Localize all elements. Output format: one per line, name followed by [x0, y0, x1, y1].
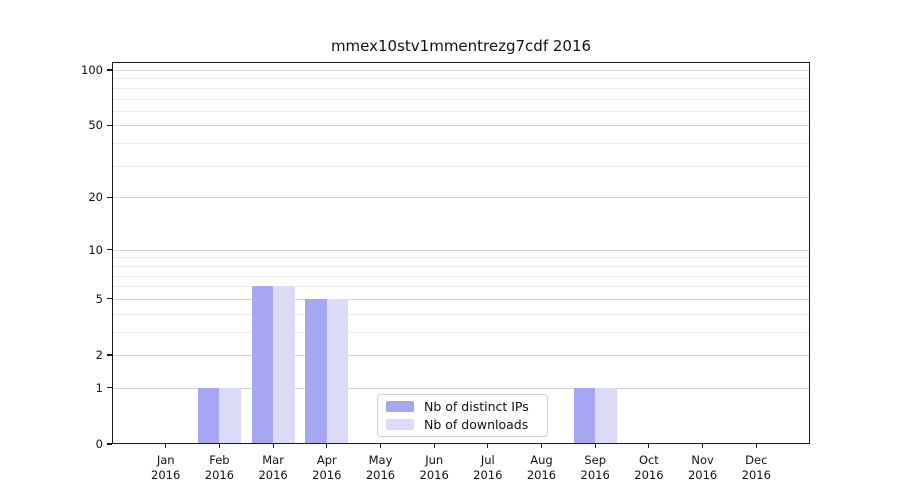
plot-area-frame	[112, 62, 810, 444]
x-axis-tick-label-feb: Feb 2016	[204, 453, 235, 482]
legend-label-downloads: Nb of downloads	[424, 417, 529, 432]
legend: Nb of distinct IPs Nb of downloads	[377, 394, 548, 437]
minor-gridline	[113, 257, 809, 259]
minor-gridline	[113, 87, 809, 89]
minor-gridline	[113, 275, 809, 277]
y-axis-tick	[107, 298, 112, 300]
x-axis-tick	[755, 444, 757, 448]
major-gridline	[113, 70, 809, 71]
y-axis-tick-label: 1	[95, 380, 103, 395]
major-gridline	[113, 249, 809, 251]
x-axis-tick	[326, 444, 328, 448]
x-axis-tick-label-sep: Sep 2016	[580, 453, 610, 482]
major-gridline	[113, 387, 809, 389]
minor-gridline	[113, 165, 809, 167]
x-axis-tick	[165, 444, 167, 448]
legend-swatch-downloads	[386, 419, 414, 430]
x-axis-tick	[272, 444, 274, 448]
x-axis-tick	[379, 444, 382, 448]
x-axis-tick-label-mar: Mar 2016	[258, 453, 288, 482]
x-axis-tick	[487, 444, 489, 448]
y-axis-tick-label: 100	[81, 63, 103, 77]
minor-gridline	[113, 143, 809, 145]
x-axis-tick-label-oct: Oct 2016	[634, 453, 664, 482]
major-gridline	[113, 355, 809, 356]
x-axis-tick-label-jul: Jul 2016	[473, 453, 503, 482]
y-axis-tick-label: 50	[88, 118, 103, 133]
y-axis-tick	[107, 69, 112, 71]
y-axis-tick-label: 2	[95, 348, 103, 362]
bar-distinct-ips-feb	[197, 387, 220, 443]
y-axis-tick-label: 10	[88, 242, 103, 257]
y-axis-tick	[107, 196, 112, 198]
bar-downloads-apr	[326, 298, 349, 443]
legend-row-downloads: Nb of downloads	[386, 417, 547, 432]
y-axis-tick	[107, 387, 112, 389]
major-gridline	[113, 298, 809, 300]
x-axis-tick-label-nov: Nov 2016	[687, 453, 718, 482]
bar-downloads-sep	[595, 387, 617, 443]
bar-downloads-feb	[219, 387, 241, 443]
chart-title: mmex10stv1mmentrezg7cdf 2016	[330, 37, 592, 55]
x-axis-tick-label-aug: Aug 2016	[526, 453, 557, 482]
major-gridline	[113, 125, 809, 127]
minor-gridline	[113, 265, 809, 267]
minor-gridline	[113, 98, 809, 100]
y-axis-tick-label: 0	[95, 437, 103, 451]
bar-downloads-mar	[273, 286, 295, 443]
legend-swatch-distinct-ips	[386, 401, 414, 412]
y-axis-tick	[107, 354, 112, 356]
y-axis-tick	[107, 249, 112, 251]
y-axis-tick-label: 20	[88, 190, 103, 205]
bar-distinct-ips-sep	[573, 387, 596, 443]
x-axis-tick	[594, 444, 596, 448]
bar-distinct-ips-apr	[305, 298, 327, 443]
bar-distinct-ips-mar	[251, 286, 274, 443]
legend-row-distinct-ips: Nb of distinct IPs	[386, 399, 547, 414]
y-axis-tick-label: 5	[95, 291, 103, 306]
x-axis-tick-label-may: May 2016	[365, 453, 396, 482]
x-axis-tick	[540, 444, 543, 448]
y-axis-tick	[107, 443, 112, 445]
x-axis-tick	[433, 444, 435, 448]
x-axis-tick	[218, 444, 220, 448]
minor-gridline	[113, 331, 809, 333]
minor-gridline	[113, 78, 809, 80]
x-axis-tick	[702, 444, 704, 448]
x-axis-tick	[648, 444, 650, 448]
x-axis-tick-label-apr: Apr 2016	[312, 453, 342, 482]
major-gridline	[113, 197, 809, 199]
x-axis-tick-label-jan: Jan 2016	[151, 453, 181, 482]
x-axis-tick-label-dec: Dec 2016	[741, 453, 771, 482]
y-axis-tick	[107, 124, 112, 126]
minor-gridline	[113, 110, 809, 112]
minor-gridline	[113, 313, 809, 315]
legend-label-distinct-ips: Nb of distinct IPs	[424, 399, 529, 414]
minor-gridline	[113, 286, 809, 288]
x-axis-tick-label-jun: Jun 2016	[419, 453, 449, 482]
